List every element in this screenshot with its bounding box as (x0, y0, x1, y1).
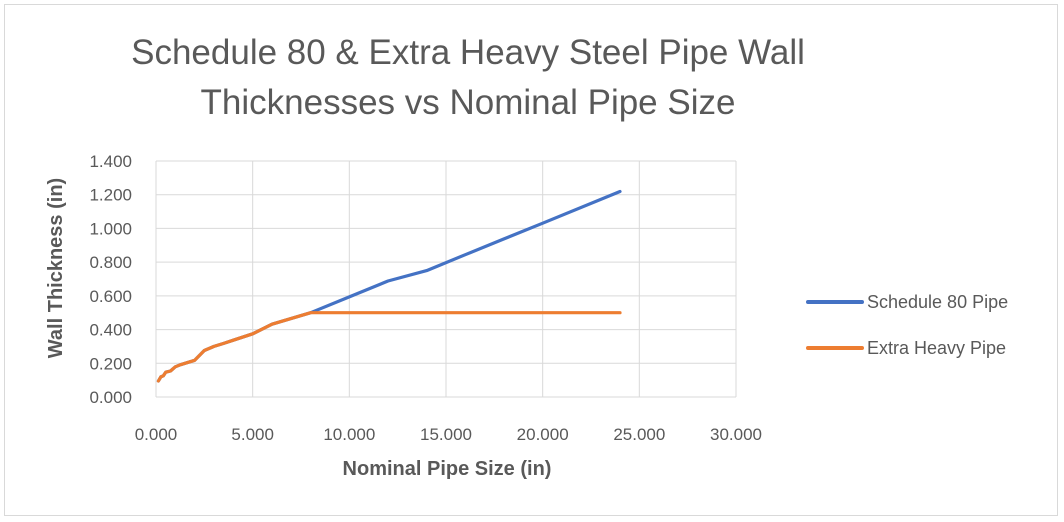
y-tick-label: 1.400 (89, 152, 132, 171)
tick-labels: 0.000 0.200 0.400 0.600 0.800 1.000 1.200 1.400… (89, 152, 762, 444)
x-tick-label: 5.000 (231, 425, 274, 444)
y-tick-label: 0.600 (89, 287, 132, 306)
y-axis-title: Wall Thickness (in) (45, 178, 67, 358)
chart-title-line-2: Thicknesses vs Nominal Pipe Size (200, 83, 736, 122)
x-tick-label: 30.000 (710, 425, 762, 444)
grid-layer (155, 160, 737, 398)
y-tick-label: 0.000 (89, 388, 132, 407)
y-tick-label: 0.400 (89, 321, 132, 340)
x-tick-label: 20.000 (517, 425, 569, 444)
series-line-schedule-80-pipe (156, 189, 622, 383)
x-axis-title: Nominal Pipe Size (in) (343, 458, 552, 480)
y-tick-label: 0.200 (89, 354, 132, 373)
chart-frame (4, 4, 1058, 516)
chart-title-line-1: Schedule 80 & Extra Heavy Steel Pipe Wal… (131, 33, 805, 72)
chart-title: Schedule 80 & Extra Heavy Steel Pipe Wal… (0, 28, 1000, 128)
y-tick-label: 1.200 (89, 186, 132, 205)
legend: Schedule 80 Pipe Extra Heavy Pipe (806, 292, 1008, 358)
legend-label: Schedule 80 Pipe (867, 292, 1008, 312)
x-tick-label: 15.000 (420, 425, 472, 444)
x-tick-label: 10.000 (323, 425, 375, 444)
x-tick-label: 25.000 (613, 425, 665, 444)
series-layer (156, 189, 622, 383)
legend-label: Extra Heavy Pipe (867, 338, 1006, 358)
y-tick-label: 0.800 (89, 253, 132, 272)
y-tick-label: 1.000 (89, 219, 132, 238)
series-line-extra-heavy-pipe (156, 311, 622, 383)
x-tick-label: 0.000 (135, 425, 178, 444)
